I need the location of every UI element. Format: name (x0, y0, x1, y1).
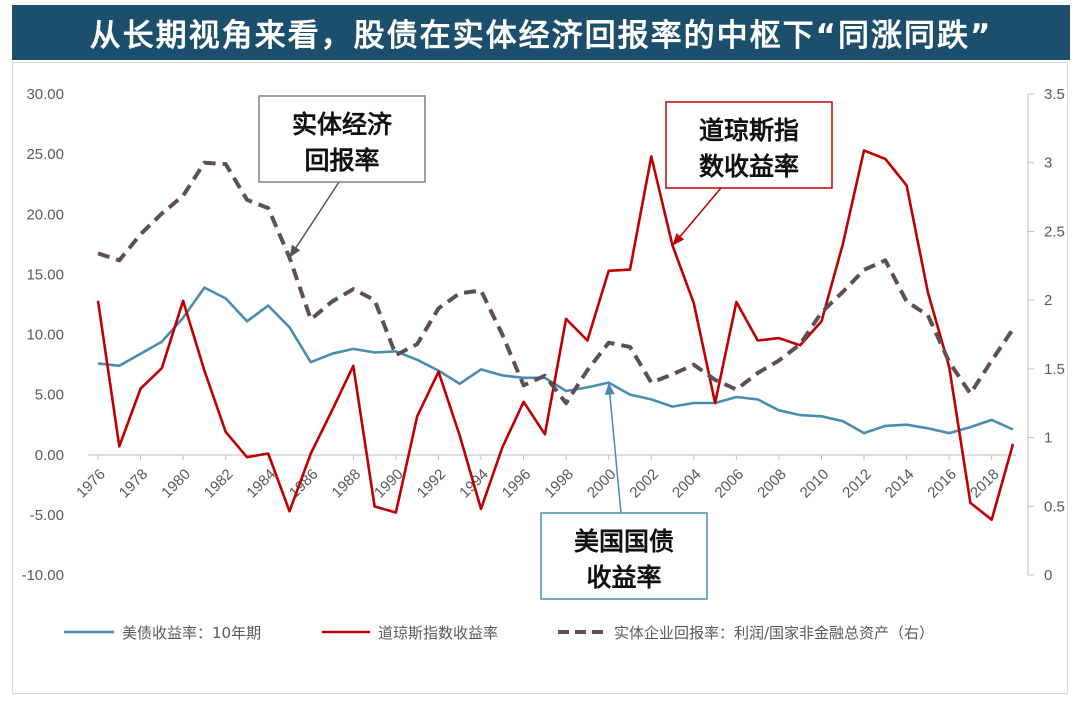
callout-arrow-line (288, 181, 340, 258)
y-left-tick-label: 25.00 (26, 146, 64, 163)
callout-real: 实体经济回报率 (258, 95, 426, 258)
callout-text: 回报率 (304, 146, 379, 175)
x-tick-label: 2004 (669, 466, 705, 502)
x-tick-label: 2008 (754, 466, 790, 502)
legend-group: 美债收益率：10年期 道琼斯指数收益率 实体企业回报率：利润/国家非金融总资产（右） (64, 624, 934, 642)
y-left-tick-label: -5.00 (30, 507, 64, 524)
y-right-tick-label: 0.5 (1044, 498, 1065, 515)
x-tick-label: 2002 (626, 466, 662, 502)
x-tick-label: 2012 (839, 466, 875, 502)
y-left-tick-label: -10.00 (21, 567, 64, 584)
callout-text: 实体经济 (292, 110, 393, 139)
y-right-tick-label: 2.5 (1044, 223, 1065, 240)
y-left-tick-label: 5.00 (35, 387, 64, 404)
legend-item-2: 实体企业回报率：利润/国家非金融总资产（右） (558, 624, 934, 642)
legend-item-1: 道琼斯指数收益率 (322, 624, 498, 642)
callout-arrow-head (289, 244, 301, 258)
y-right-tick-label: 3.5 (1044, 86, 1065, 103)
chart-title-banner: 从长期视角来看，股债在实体经济回报率的中枢下“同涨同跌” (12, 5, 1070, 60)
y-left-tick-label: 0.00 (35, 447, 64, 464)
y-left-tick-label: 15.00 (26, 266, 64, 283)
x-tick-label: 2006 (712, 466, 748, 502)
callout-dow: 道琼斯指数收益率 (665, 101, 833, 246)
x-tick-label: 2014 (882, 466, 918, 502)
y-right-tick-label: 2 (1044, 292, 1052, 309)
callout-arrow-head (604, 382, 615, 396)
series-group (96, 149, 1015, 521)
callout-text: 道琼斯指 (699, 116, 799, 145)
series-line-2 (97, 160, 1015, 406)
x-tick-label: 1976 (73, 466, 109, 502)
callout-text: 数收益率 (699, 152, 799, 181)
x-tick-label: 1996 (499, 466, 535, 502)
legend-label: 道琼斯指数收益率 (378, 624, 498, 642)
x-tick-label: 1992 (414, 466, 450, 502)
y-left-tick-label: 20.00 (26, 206, 64, 223)
callout-arrow-line (671, 187, 722, 246)
y-left-tick-label: 10.00 (26, 327, 64, 344)
y-right-tick-label: 3 (1044, 155, 1052, 172)
x-tick-label: 1998 (541, 466, 577, 502)
x-tick-label: 1978 (116, 466, 152, 502)
x-tick-label: 1982 (201, 466, 237, 502)
callout-arrow-line (607, 382, 622, 514)
x-tick-label: 1980 (158, 466, 194, 502)
legend-item-0: 美债收益率：10年期 (64, 624, 261, 642)
y-right-tick-label: 1 (1044, 430, 1052, 447)
axes-group: 30.00 25.00 20.00 15.00 10.00 5.00 0.00 -5.00 -1… (21, 86, 1064, 584)
callout-box (665, 101, 833, 189)
callout-box (258, 95, 426, 183)
callout-text: 美国国债 (574, 527, 674, 556)
x-tick-label: 2016 (924, 466, 960, 502)
callout-arrow-head (672, 233, 685, 246)
legend-label: 美债收益率：10年期 (122, 624, 261, 642)
y-left-tick-label: 30.00 (26, 86, 64, 103)
chart-frame (12, 62, 1068, 694)
x-tick-label: 2010 (797, 466, 833, 502)
legend-label: 实体企业回报率：利润/国家非金融总资产（右） (614, 624, 934, 642)
y-right-tick-label: 1.5 (1044, 361, 1065, 378)
x-tick-label: 1988 (329, 466, 365, 502)
y-right-tick-label: 0 (1044, 567, 1052, 584)
callout-text: 收益率 (586, 563, 661, 592)
chart-title: 从长期视角来看，股债在实体经济回报率的中枢下“同涨同跌” (89, 18, 993, 54)
x-tick-label: 2000 (584, 466, 620, 502)
series-line-0 (97, 286, 1014, 435)
series-line-1 (96, 149, 1015, 521)
callout-box (540, 512, 708, 600)
